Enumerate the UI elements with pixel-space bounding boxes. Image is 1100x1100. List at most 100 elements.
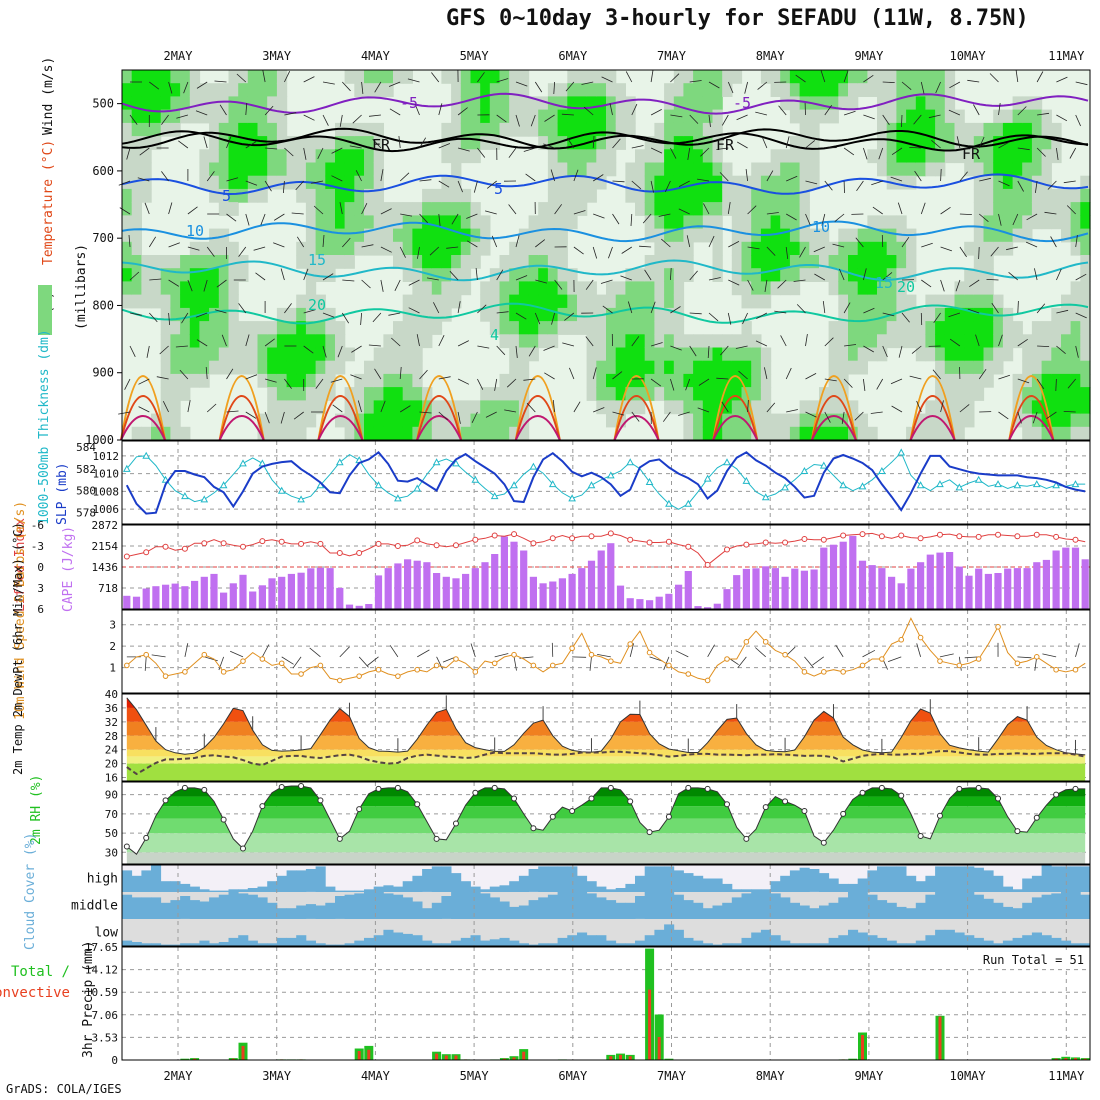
rh-cell [741, 215, 752, 230]
rh-cell [886, 255, 897, 269]
rh-cell [915, 347, 927, 362]
rh-cell [760, 70, 772, 84]
rh-cell [276, 360, 288, 375]
rh-cell [954, 109, 965, 124]
rh-cell [509, 400, 520, 415]
wind-barb [1012, 213, 1019, 226]
cloud-bar [470, 935, 481, 946]
wind-barb [796, 304, 806, 314]
lifted-index-marker [762, 539, 769, 546]
rh-cell [848, 255, 859, 269]
rh-cell [1051, 215, 1062, 230]
rh2m-marker [143, 834, 150, 841]
rh-cell [577, 122, 588, 137]
rh-cell [364, 175, 375, 190]
rh-cell [867, 321, 878, 335]
wind-barb [686, 235, 691, 248]
cape-bar [675, 584, 683, 609]
rh-cell [625, 96, 636, 111]
cloud-bar [402, 933, 413, 947]
rh-cell [1051, 149, 1062, 164]
rh-cell [180, 255, 191, 269]
lifted-index-marker [472, 536, 479, 543]
rh-cell [828, 281, 839, 296]
rh-cell [131, 175, 142, 190]
rh-cell [780, 268, 791, 282]
rh2m-marker [840, 810, 847, 817]
rh-cell [673, 228, 685, 243]
rh-cell [935, 400, 946, 415]
rh-cell [131, 426, 142, 441]
rh-cell [1061, 373, 1072, 388]
rh-cell [305, 215, 317, 230]
bottom-day-label: 2MAY [164, 1069, 194, 1083]
cloud-bar [122, 894, 133, 919]
wind-barb [496, 269, 504, 281]
rh-cell [760, 241, 772, 256]
wind-barb [822, 301, 826, 314]
rh-cell [731, 334, 743, 349]
rh-cell [983, 149, 994, 164]
rh-cell [915, 426, 927, 441]
cape-tick-label: 1436 [92, 561, 119, 574]
wind10m-barb [230, 650, 244, 658]
top-day-label: 9MAY [854, 49, 884, 63]
rh-cell [915, 334, 927, 349]
wind-barb [661, 238, 671, 248]
wind-barb [284, 112, 297, 116]
cape-bar [171, 583, 179, 609]
rh-cell [315, 175, 326, 190]
wind-barb [477, 147, 486, 158]
wind-barb [844, 344, 857, 347]
thickness-marker [645, 477, 654, 485]
wind-barb [273, 213, 285, 221]
rh-cell [199, 360, 210, 375]
rh-cell [673, 70, 685, 84]
rh-cell [770, 228, 781, 243]
rh2m-marker [569, 807, 576, 814]
wind-barb [245, 180, 258, 186]
wind-barb [1036, 378, 1045, 390]
wind-barb [245, 374, 258, 380]
wind10m-barb [675, 650, 689, 658]
wind-barb [650, 301, 656, 314]
wind10m-marker [627, 641, 634, 647]
rh-cell [848, 241, 859, 256]
wind10m-marker [588, 651, 595, 658]
cloud-bar [1041, 935, 1052, 946]
wind-barb [146, 345, 150, 358]
rh-cell [973, 188, 985, 203]
rh-cell [683, 70, 694, 84]
wind-barb [457, 107, 468, 116]
wind-barb [1046, 411, 1057, 420]
wind10m-barb [292, 656, 302, 669]
cape-bar [975, 568, 983, 609]
rh-cell [160, 413, 171, 428]
rh2m-marker [511, 795, 518, 802]
rh-cell [683, 360, 694, 375]
rh-cell [218, 83, 230, 97]
rh-cell [296, 241, 307, 256]
wind-barb [138, 406, 150, 413]
thickness-marker [839, 481, 848, 489]
rh-cell [325, 255, 336, 269]
cloud-bar [673, 870, 684, 892]
rh-cell [131, 96, 142, 111]
rh-cell [906, 255, 917, 269]
rh-cell [354, 188, 365, 203]
rh-cell [644, 215, 655, 230]
rh-cell [422, 281, 433, 296]
thickness-marker [994, 480, 1002, 488]
rh-cell [1061, 347, 1072, 362]
rh-cell [1031, 122, 1043, 137]
rh-cell [335, 136, 346, 150]
cape-bar [1081, 559, 1089, 609]
rh-cell [131, 83, 142, 97]
rh-cell [335, 255, 346, 269]
rh-cell [848, 96, 859, 111]
rh-cell [141, 136, 152, 150]
cape-tick-label: 718 [98, 582, 118, 595]
cloud-bar [335, 890, 346, 892]
rh-cell [499, 255, 510, 269]
rh-cell [528, 96, 539, 111]
